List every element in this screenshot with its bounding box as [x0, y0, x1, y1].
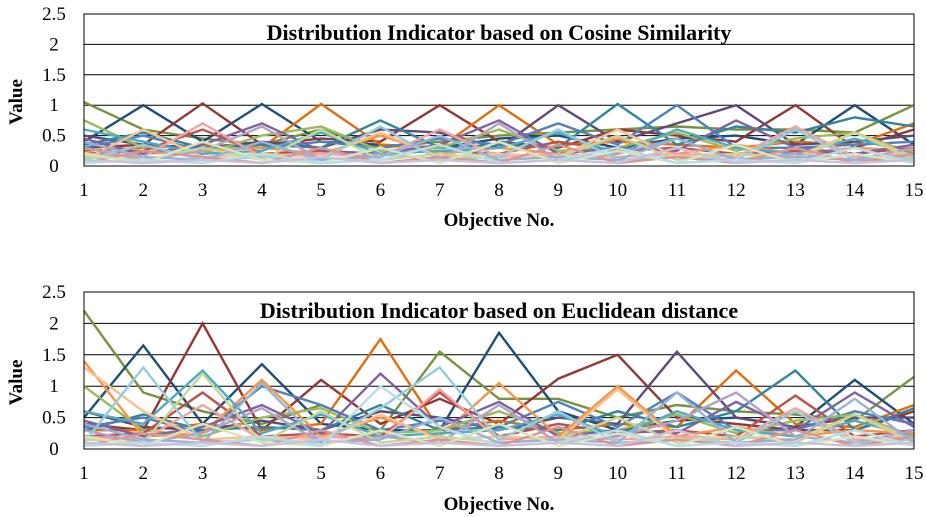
bottom-y-axis-title: Value [6, 360, 27, 406]
bottom-x-tick-label: 7 [435, 463, 445, 484]
bottom-y-tick-label: 0 [49, 439, 59, 460]
top-x-tick-label: 3 [198, 180, 208, 201]
bottom-x-tick-label: 4 [257, 463, 267, 484]
top-y-axis-title: Value [6, 79, 27, 125]
bottom-x-tick-label: 12 [727, 463, 746, 484]
bottom-chart-title: Distribution Indicator based on Euclidea… [260, 298, 738, 323]
bottom-x-tick-label: 15 [905, 463, 924, 484]
top-x-tick-label: 14 [845, 180, 865, 201]
top-y-tick-labels: 0 0.5 1 1.5 2 2.5 [42, 4, 66, 177]
top-x-tick-label: 2 [139, 180, 149, 201]
top-x-tick-label: 1 [79, 180, 89, 201]
bottom-x-tick-label: 13 [786, 463, 805, 484]
top-x-tick-label: 6 [376, 180, 386, 201]
bottom-y-tick-labels: 0 0.5 1 1.5 2 2.5 [42, 282, 66, 460]
top-series-line-20 [83, 140, 915, 165]
bottom-x-tick-label: 10 [608, 463, 627, 484]
bottom-series-line-20 [83, 422, 915, 448]
bottom-x-tick-label: 9 [554, 463, 564, 484]
bottom-x-tick-label: 6 [376, 463, 386, 484]
top-x-tick-label: 8 [494, 180, 504, 201]
top-series-line-22 [83, 146, 915, 165]
top-plot-frame [83, 13, 915, 167]
bottom-y-tick-label: 2 [49, 313, 59, 334]
top-x-tick-label: 11 [668, 180, 686, 201]
top-series-layer [83, 101, 915, 165]
top-y-tick-label: 2.5 [42, 4, 66, 25]
top-x-tick-label: 9 [554, 180, 564, 201]
bottom-series-layer [83, 310, 915, 448]
top-x-tick-label: 13 [786, 180, 805, 201]
top-y-tick-label: 1.5 [42, 65, 66, 86]
top-x-tick-label: 15 [905, 180, 924, 201]
top-chart-title: Distribution Indicator based on Cosine S… [267, 20, 732, 45]
bottom-x-tick-labels: 1 2 3 4 5 6 7 8 9 10 11 12 13 14 15 [79, 463, 923, 484]
bottom-plot-frame [83, 291, 915, 450]
bottom-y-tick-label: 0.5 [42, 408, 66, 429]
top-x-tick-label: 10 [608, 180, 627, 201]
bottom-x-tick-label: 8 [494, 463, 504, 484]
top-x-tick-label: 7 [435, 180, 445, 201]
top-y-tick-label: 2 [49, 34, 59, 55]
bottom-x-axis-title: Objective No. [444, 494, 555, 515]
top-x-axis-title: Objective No. [444, 210, 555, 231]
top-y-tick-label: 1 [49, 95, 59, 116]
bottom-x-tick-label: 11 [668, 463, 686, 484]
top-y-tick-label: 0.5 [42, 126, 66, 147]
top-y-tick-label: 0 [49, 156, 59, 177]
top-x-tick-labels: 1 2 3 4 5 6 7 8 9 10 11 12 13 14 15 [79, 180, 923, 201]
bottom-x-tick-label: 14 [845, 463, 865, 484]
bottom-y-tick-label: 1 [49, 376, 59, 397]
cosine-similarity-chart: Distribution Indicator based on Cosine S… [6, 4, 924, 231]
bottom-y-tick-label: 1.5 [42, 345, 66, 366]
top-x-tick-label: 4 [257, 180, 267, 201]
bottom-x-tick-label: 1 [79, 463, 89, 484]
euclidean-distance-chart: Distribution Indicator based on Euclidea… [6, 282, 924, 515]
bottom-x-tick-label: 2 [139, 463, 149, 484]
bottom-y-tick-label: 2.5 [42, 282, 66, 303]
bottom-series-line-22 [83, 428, 915, 448]
top-x-tick-label: 12 [727, 180, 746, 201]
bottom-x-tick-label: 5 [316, 463, 326, 484]
bottom-x-tick-label: 3 [198, 463, 208, 484]
top-x-tick-label: 5 [316, 180, 326, 201]
